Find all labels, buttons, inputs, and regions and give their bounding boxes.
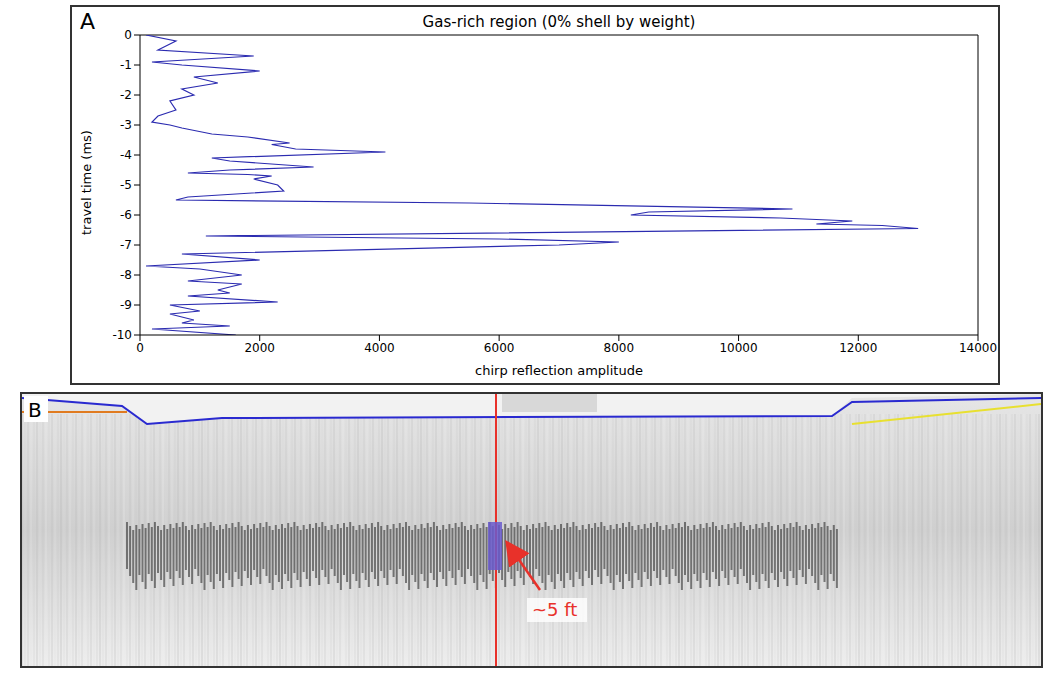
svg-text:-7: -7: [120, 238, 132, 252]
svg-text:-4: -4: [120, 148, 132, 162]
svg-text:-8: -8: [120, 268, 132, 282]
svg-text:14000: 14000: [959, 341, 997, 355]
svg-text:travel time (ms): travel time (ms): [79, 130, 94, 235]
svg-text:12000: 12000: [839, 341, 877, 355]
svg-text:-1: -1: [120, 58, 132, 72]
svg-text:10000: 10000: [719, 341, 757, 355]
svg-text:chirp reflection amplitude: chirp reflection amplitude: [475, 363, 643, 378]
svg-text:-9: -9: [120, 298, 132, 312]
svg-text:B: B: [28, 398, 42, 422]
html-text:Gas-rich region (0% shell by w: Gas-rich region (0% shell by weight): [422, 13, 696, 31]
svg-text:-6: -6: [120, 208, 132, 222]
svg-text:0: 0: [136, 341, 144, 355]
svg-text:6000: 6000: [484, 341, 515, 355]
svg-text:-2: -2: [120, 88, 132, 102]
svg-text:-5: -5: [120, 178, 132, 192]
svg-text:2000: 2000: [244, 341, 275, 355]
svg-text:8000: 8000: [604, 341, 635, 355]
html-text:A: A: [80, 9, 96, 34]
svg-text:~5 ft: ~5 ft: [532, 599, 577, 620]
svg-text:-10: -10: [112, 328, 132, 342]
svg-text:0: 0: [124, 28, 132, 42]
svg-text:-3: -3: [120, 118, 132, 132]
svg-text:4000: 4000: [364, 341, 395, 355]
